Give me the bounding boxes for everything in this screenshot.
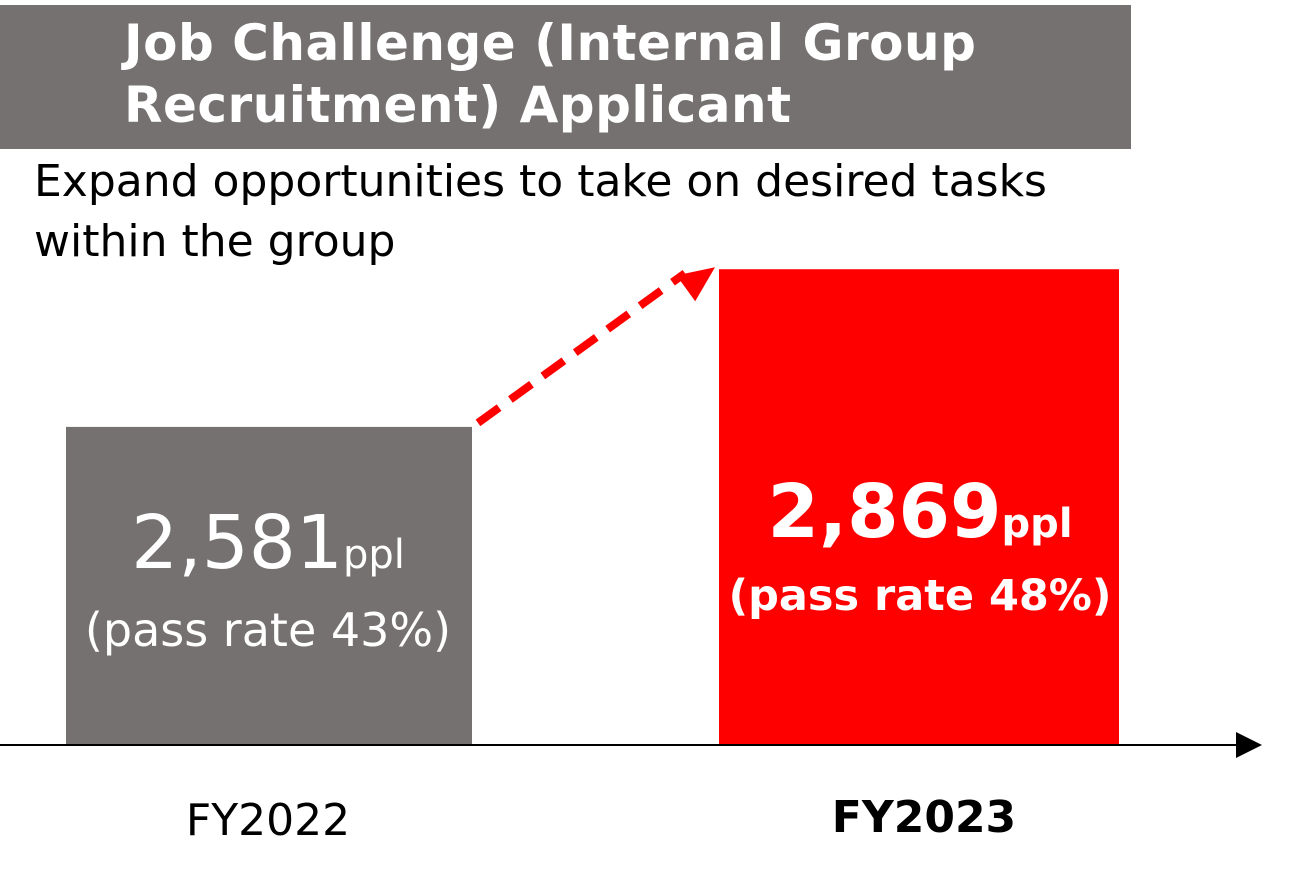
bar-fy2022 [66,426,472,745]
category-label-fy2023: FY2023 [832,792,1016,843]
pass-rate-label-fy2022: (pass rate 43%) [85,603,451,657]
pass-rate-label-fy2023: (pass rate 48%) [728,571,1111,621]
value-unit-fy2022: ppl [343,532,405,578]
value-unit-fy2023: ppl [1002,501,1073,547]
trend-arrow [475,269,688,427]
page-title: Job Challenge (Internal Group Recruitmen… [124,14,977,134]
value-number-fy2022: 2,581 [131,500,343,586]
bar-fy2023 [719,269,1119,745]
title-banner [0,5,1131,149]
trend-arrow-head [676,267,715,302]
value-label-fy2022: 2,581ppl [131,500,405,586]
category-label-fy2022: FY2022 [186,795,350,846]
subtitle: Expand opportunities to take on desired … [34,156,1047,267]
value-label-fy2023: 2,869ppl [767,469,1072,555]
x-axis-arrow [1236,732,1262,758]
value-number-fy2023: 2,869 [767,469,1001,555]
